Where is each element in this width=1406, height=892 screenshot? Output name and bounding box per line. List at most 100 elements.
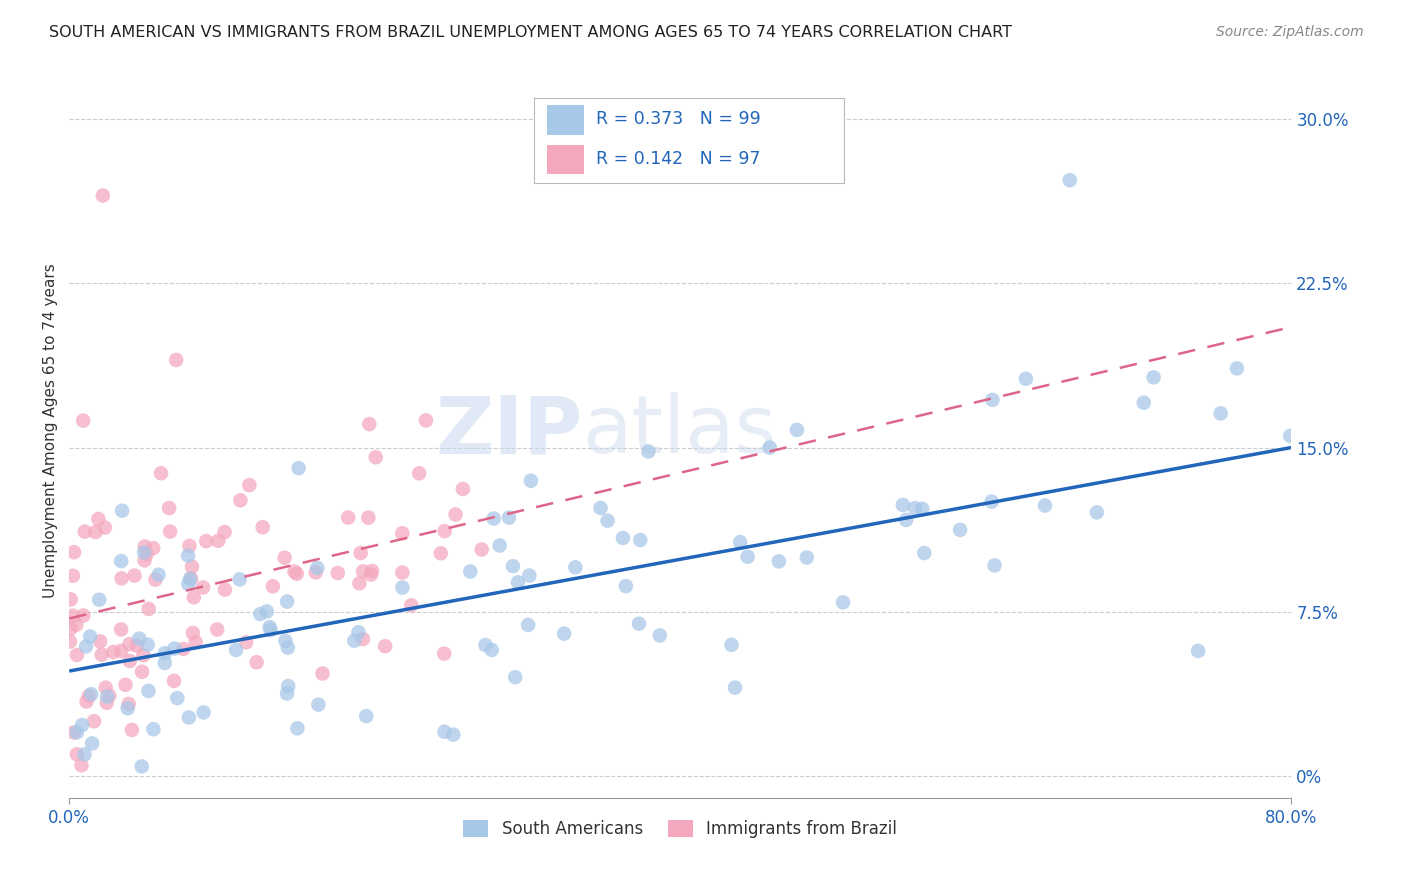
Point: [229, 493, 252, 508]
Point: [262, 579, 284, 593]
Point: [150, 467, 173, 481]
Point: [307, 698, 329, 712]
Point: [503, 670, 526, 684]
Point: [520, 474, 543, 488]
Point: [75, 640, 97, 654]
Point: [62, 725, 84, 739]
Point: [307, 561, 329, 575]
Point: [408, 467, 430, 481]
Point: [1059, 173, 1081, 187]
Point: [73, 747, 96, 762]
Point: [259, 620, 281, 634]
Point: [444, 508, 467, 522]
Point: [349, 576, 371, 591]
Point: [87, 512, 110, 526]
Point: [121, 723, 143, 737]
Point: [118, 637, 141, 651]
Point: [138, 684, 160, 698]
Point: [758, 441, 780, 455]
Point: [205, 623, 228, 637]
Point: [142, 541, 165, 556]
Point: [1015, 372, 1038, 386]
Point: [76, 694, 98, 708]
Point: [285, 566, 308, 581]
Point: [433, 647, 456, 661]
Point: [912, 546, 935, 560]
Point: [179, 539, 201, 553]
Point: [1132, 395, 1154, 409]
Point: [347, 625, 370, 640]
Point: [89, 592, 111, 607]
Point: [83, 714, 105, 729]
Point: [145, 573, 167, 587]
Y-axis label: Unemployment Among Ages 65 to 74 years: Unemployment Among Ages 65 to 74 years: [44, 264, 58, 599]
Point: [949, 523, 972, 537]
Point: [180, 572, 202, 586]
Point: [287, 461, 309, 475]
Point: [134, 540, 156, 554]
Point: [980, 494, 1002, 508]
Point: [429, 546, 451, 560]
Point: [225, 643, 247, 657]
Point: [181, 559, 204, 574]
Point: [911, 501, 934, 516]
Point: [195, 534, 218, 549]
Point: [84, 524, 107, 539]
Point: [354, 709, 377, 723]
Point: [59, 622, 82, 636]
Point: [91, 188, 114, 202]
Point: [110, 571, 132, 585]
Point: [517, 618, 540, 632]
Point: [73, 524, 96, 539]
Point: [59, 592, 82, 607]
Point: [59, 634, 82, 648]
Point: [66, 648, 89, 662]
Point: [98, 689, 121, 703]
Point: [506, 575, 529, 590]
Point: [768, 554, 790, 568]
Point: [179, 572, 201, 586]
Point: [343, 633, 366, 648]
Point: [193, 706, 215, 720]
Point: [337, 510, 360, 524]
Point: [305, 566, 328, 580]
Point: [1085, 505, 1108, 519]
Point: [148, 567, 170, 582]
Point: [894, 513, 917, 527]
Point: [737, 549, 759, 564]
Point: [287, 722, 309, 736]
Point: [62, 608, 84, 623]
Point: [70, 758, 93, 772]
Point: [482, 511, 505, 525]
Point: [350, 546, 373, 560]
Point: [274, 633, 297, 648]
Point: [786, 423, 808, 437]
Point: [433, 524, 456, 538]
Point: [135, 547, 157, 561]
Point: [326, 566, 349, 580]
Point: [103, 645, 125, 659]
Point: [238, 478, 260, 492]
Point: [283, 565, 305, 579]
Point: [90, 648, 112, 662]
Text: SOUTH AMERICAN VS IMMIGRANTS FROM BRAZIL UNEMPLOYMENT AMONG AGES 65 TO 74 YEARS : SOUTH AMERICAN VS IMMIGRANTS FROM BRAZIL…: [49, 25, 1012, 40]
FancyBboxPatch shape: [547, 105, 583, 135]
Point: [172, 642, 194, 657]
Point: [177, 577, 200, 591]
Point: [166, 691, 188, 706]
Point: [82, 736, 104, 750]
Point: [77, 689, 100, 703]
Point: [627, 616, 650, 631]
Point: [724, 681, 747, 695]
Point: [1226, 361, 1249, 376]
Point: [138, 602, 160, 616]
Point: [648, 628, 671, 642]
Point: [359, 417, 381, 431]
Point: [110, 554, 132, 568]
Point: [553, 626, 575, 640]
Point: [460, 565, 482, 579]
Point: [276, 594, 298, 608]
FancyBboxPatch shape: [547, 145, 583, 175]
Point: [228, 573, 250, 587]
Point: [352, 564, 374, 578]
